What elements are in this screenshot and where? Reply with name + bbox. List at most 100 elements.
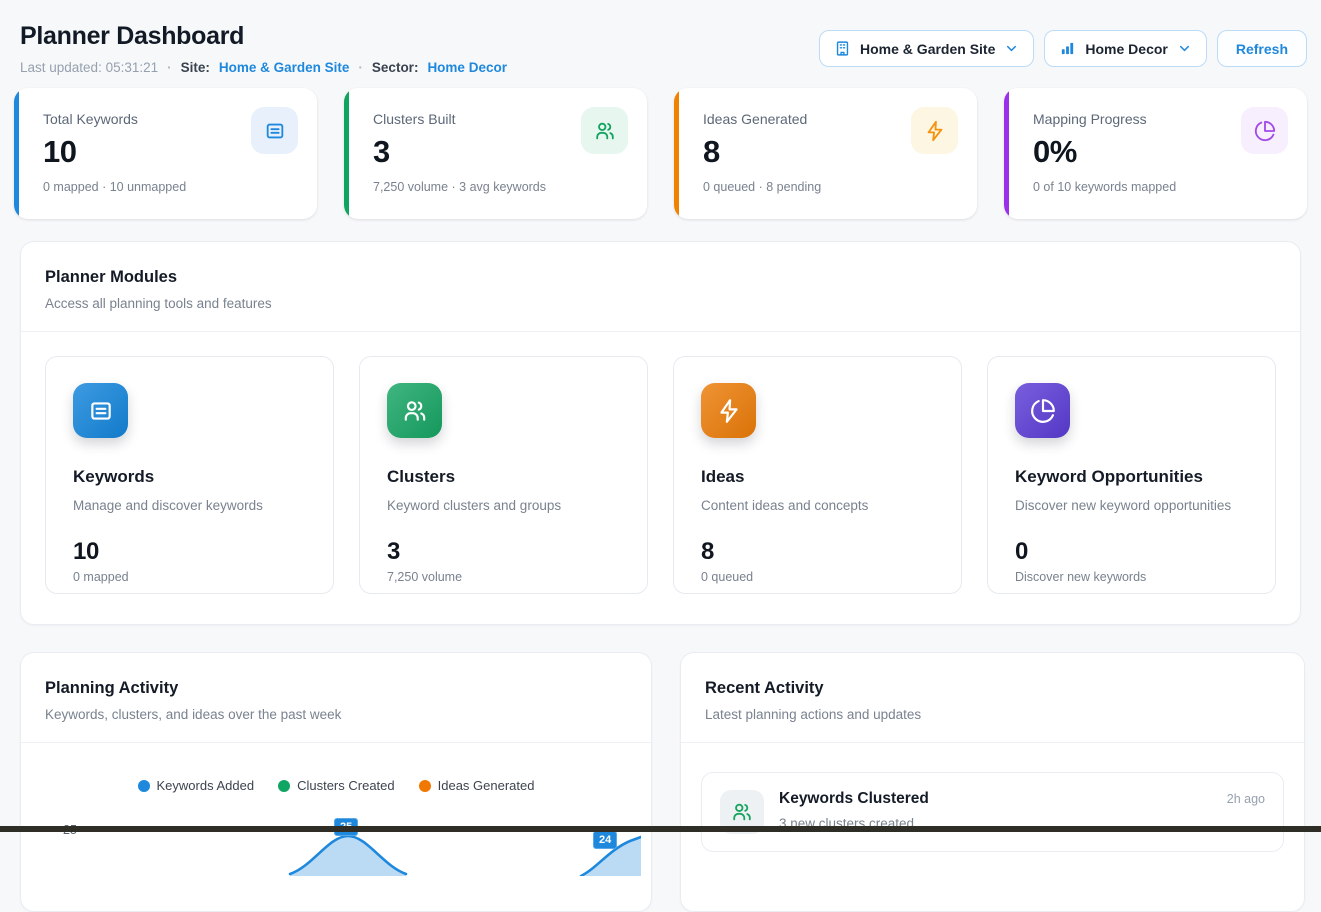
modules-panel-title: Planner Modules <box>45 268 178 286</box>
modules-panel-subtitle: Access all planning tools and features <box>45 296 272 311</box>
legend-item-clusters-created: Clusters Created <box>278 778 395 793</box>
recent-activity-panel: Recent Activity Latest planning actions … <box>680 652 1305 912</box>
stat-title: Clusters Built <box>373 111 456 127</box>
last-updated-text: Last updated: 05:31:21 <box>20 60 159 75</box>
stat-title: Mapping Progress <box>1033 111 1147 127</box>
legend-item-ideas-generated: Ideas Generated <box>418 778 535 793</box>
activity-chart: 25 25 24 <box>21 816 651 876</box>
page-header: Planner Dashboard Last updated: 05:31:21… <box>0 0 1321 75</box>
module-card-clusters[interactable]: Clusters Keyword clusters and groups 3 7… <box>359 356 648 594</box>
sector-link[interactable]: Home Decor <box>427 60 507 75</box>
legend-dot <box>278 779 291 792</box>
module-card-keyword-opportunities[interactable]: Keyword Opportunities Discover new keywo… <box>987 356 1276 594</box>
stat-value: 8 <box>703 134 720 169</box>
stat-subtitle: 0 queued · 8 pending <box>703 180 822 194</box>
stat-value: 0% <box>1033 134 1077 169</box>
divider <box>21 331 1300 332</box>
legend-label: Keywords Added <box>156 778 255 793</box>
activity-item-keywords-clustered: Keywords Clustered 2h ago 3 new clusters… <box>701 772 1284 852</box>
module-description: Keyword clusters and groups <box>387 498 562 513</box>
page-title: Planner Dashboard <box>20 22 245 50</box>
keywords-added-series <box>85 816 641 876</box>
recent-activity-subtitle: Latest planning actions and updates <box>705 707 922 722</box>
users-icon <box>387 383 442 438</box>
sector-label: Sector: <box>371 60 419 75</box>
module-value: 8 <box>701 538 715 565</box>
planning-activity-title: Planning Activity <box>45 679 179 697</box>
stats-row: Total Keywords 10 0 mapped · 10 unmapped… <box>14 88 1307 219</box>
planning-activity-subtitle: Keywords, clusters, and ideas over the p… <box>45 707 342 722</box>
stat-subtitle: 0 mapped · 10 unmapped <box>43 180 187 194</box>
module-meta: 0 mapped <box>73 570 129 584</box>
stat-value: 3 <box>373 134 390 169</box>
meta-separator: · <box>358 60 363 75</box>
activity-list: Keywords Clustered 2h ago 3 new clusters… <box>681 743 1304 872</box>
data-point-label: 24 <box>593 831 618 850</box>
chart-legend: Keywords Added Clusters Created Ideas Ge… <box>21 778 651 793</box>
site-label: Site: <box>180 60 210 75</box>
stat-accent-bar <box>674 88 679 219</box>
document-icon <box>73 383 128 438</box>
module-description: Manage and discover keywords <box>73 498 263 513</box>
activity-title: Keywords Clustered <box>779 790 929 807</box>
module-title: Clusters <box>387 467 456 486</box>
legend-dot <box>137 779 150 792</box>
modules-grid: Keywords Manage and discover keywords 10… <box>21 332 1300 624</box>
module-meta: 0 queued <box>701 570 754 584</box>
lightning-icon <box>911 107 958 154</box>
pie-chart-icon <box>1241 107 1288 154</box>
module-value: 0 <box>1015 538 1029 565</box>
stat-accent-bar <box>14 88 19 219</box>
document-icon <box>251 107 298 154</box>
module-meta: Discover new keywords <box>1015 570 1147 584</box>
planner-modules-panel: Planner Modules Access all planning tool… <box>20 241 1301 625</box>
site-link[interactable]: Home & Garden Site <box>218 60 350 75</box>
stat-title: Ideas Generated <box>703 111 808 127</box>
stat-card-ideas-generated: Ideas Generated 8 0 queued · 8 pending <box>674 88 977 219</box>
stat-subtitle: 0 of 10 keywords mapped <box>1033 180 1177 194</box>
legend-label: Clusters Created <box>297 778 395 793</box>
module-meta: 7,250 volume <box>387 570 463 584</box>
activity-top-row: Keywords Clustered 2h ago <box>779 790 1265 808</box>
stat-card-clusters-built: Clusters Built 3 7,250 volume · 3 avg ke… <box>344 88 647 219</box>
chevron-down-icon <box>1177 41 1192 56</box>
module-description: Content ideas and concepts <box>701 498 869 513</box>
module-value: 3 <box>387 538 401 565</box>
bar-chart-icon <box>1059 40 1076 57</box>
chevron-down-icon <box>1004 41 1019 56</box>
sector-selector-label: Home Decor <box>1085 40 1168 57</box>
header-left: Planner Dashboard Last updated: 05:31:21… <box>20 22 507 75</box>
stat-card-mapping-progress: Mapping Progress 0% 0 of 10 keywords map… <box>1004 88 1307 219</box>
module-description: Discover new keyword opportunities <box>1015 498 1232 513</box>
stat-card-total-keywords: Total Keywords 10 0 mapped · 10 unmapped <box>14 88 317 219</box>
stat-accent-bar <box>344 88 349 219</box>
module-card-ideas[interactable]: Ideas Content ideas and concepts 8 0 que… <box>673 356 962 594</box>
refresh-button[interactable]: Refresh <box>1216 30 1307 67</box>
lightning-icon <box>701 383 756 438</box>
stat-subtitle: 7,250 volume · 3 avg keywords <box>373 180 547 194</box>
module-title: Keywords <box>73 467 155 486</box>
module-title: Keyword Opportunities <box>1015 467 1203 486</box>
site-selector-dropdown[interactable]: Home & Garden Site <box>819 30 1035 67</box>
legend-label: Ideas Generated <box>437 778 535 793</box>
stat-title: Total Keywords <box>43 111 138 127</box>
activity-timestamp: 2h ago <box>1226 792 1265 806</box>
sector-selector-dropdown[interactable]: Home Decor <box>1044 30 1207 67</box>
stat-value: 10 <box>43 134 77 169</box>
divider <box>681 742 1304 743</box>
legend-item-keywords-added: Keywords Added <box>137 778 255 793</box>
pie-chart-icon <box>1015 383 1070 438</box>
module-value: 10 <box>73 538 100 565</box>
recent-activity-header: Recent Activity Latest planning actions … <box>681 653 1304 742</box>
window-bottom-edge <box>0 826 1321 832</box>
header-meta: Last updated: 05:31:21 · Site: Home & Ga… <box>20 60 507 75</box>
meta-separator: · <box>167 60 172 75</box>
divider <box>21 742 651 743</box>
site-selector-label: Home & Garden Site <box>860 40 996 57</box>
users-icon <box>581 107 628 154</box>
modules-panel-header: Planner Modules Access all planning tool… <box>21 242 1300 331</box>
planning-activity-panel: Planning Activity Keywords, clusters, an… <box>20 652 652 912</box>
module-card-keywords[interactable]: Keywords Manage and discover keywords 10… <box>45 356 334 594</box>
planning-activity-header: Planning Activity Keywords, clusters, an… <box>21 653 651 742</box>
legend-dot <box>418 779 431 792</box>
